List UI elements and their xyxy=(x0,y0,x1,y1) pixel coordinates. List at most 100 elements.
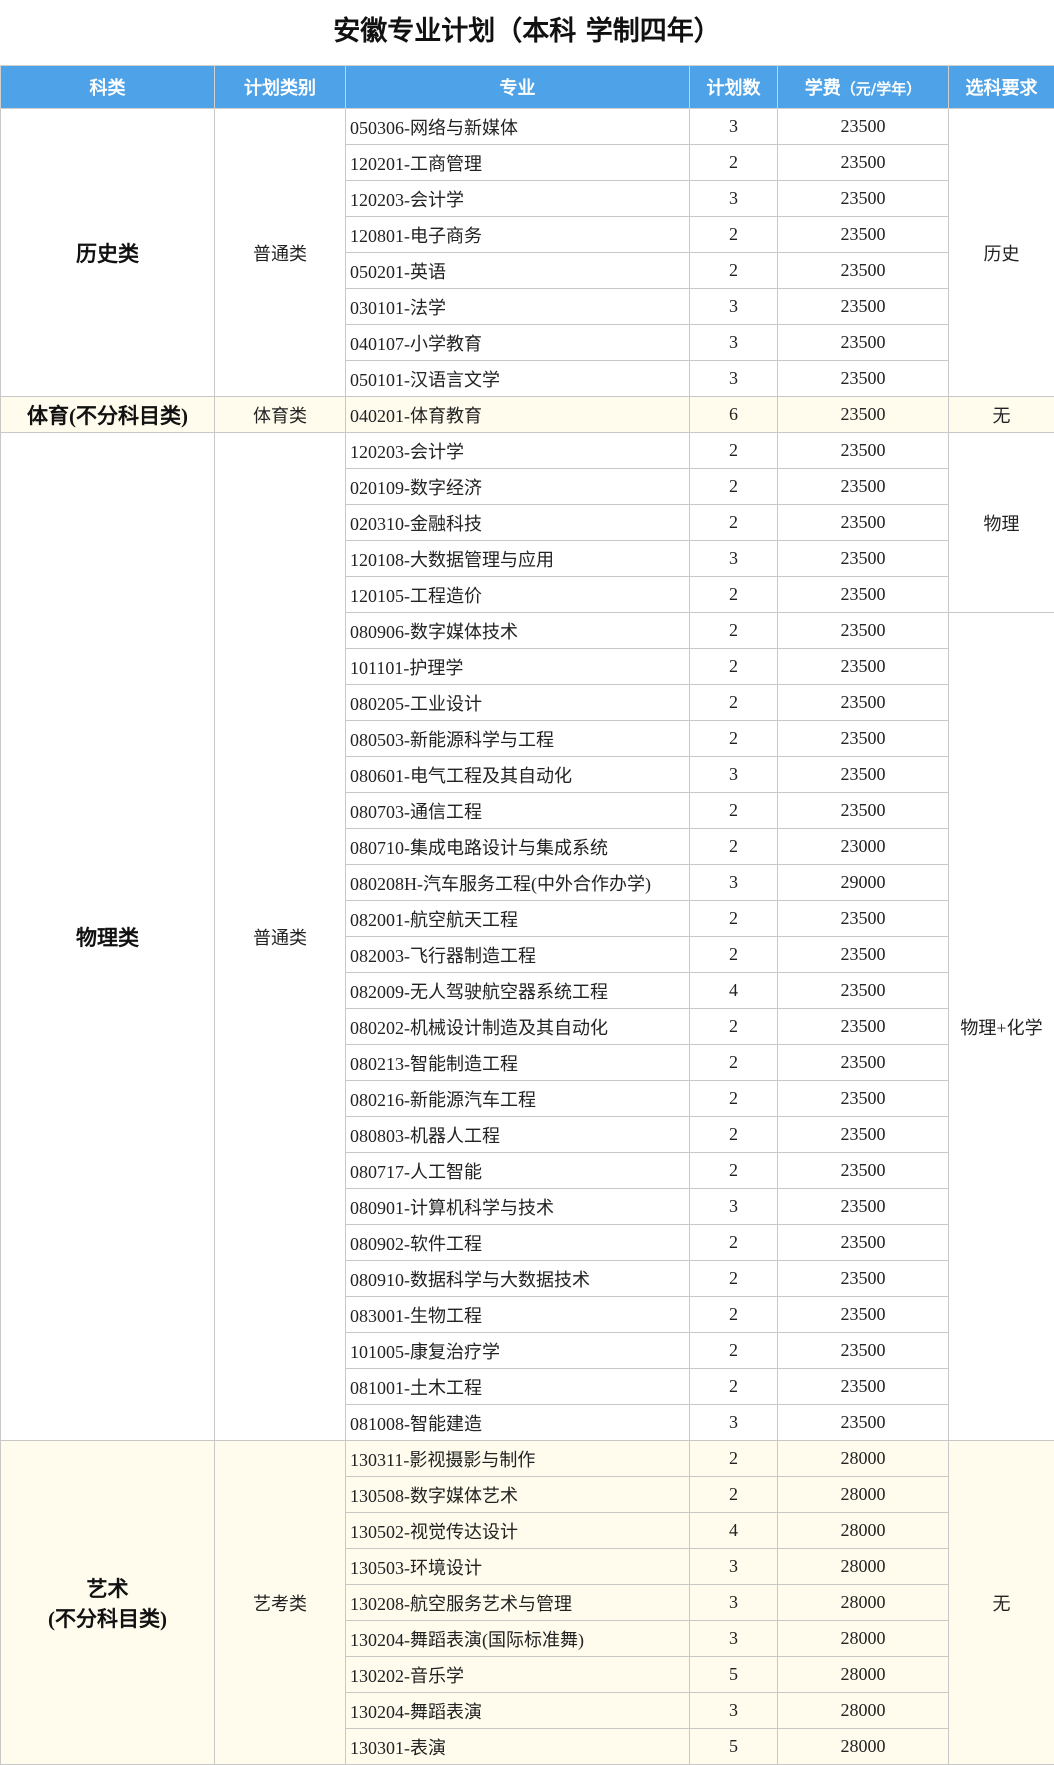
tuition-cell: 28000 xyxy=(777,1620,949,1657)
major-cell: 101101-护理学 xyxy=(345,648,690,685)
tuition-cell: 23000 xyxy=(777,828,949,865)
tuition-cell: 23500 xyxy=(777,1260,949,1297)
tuition-cell: 23500 xyxy=(777,288,949,325)
table-row: 080717-人工智能 2 23500 xyxy=(1,1152,1054,1189)
header-requirement: 选科要求 xyxy=(948,65,1054,109)
plan-count-cell: 4 xyxy=(689,972,778,1009)
major-cell: 080208H-汽车服务工程(中外合作办学) xyxy=(345,864,690,901)
tuition-cell: 23500 xyxy=(777,324,949,361)
plan-count-cell: 2 xyxy=(689,1224,778,1261)
plan-count-cell: 2 xyxy=(689,1332,778,1369)
tuition-cell: 28000 xyxy=(777,1656,949,1693)
table-row: 080208H-汽车服务工程(中外合作办学) 3 29000 xyxy=(1,864,1054,901)
major-cell: 080205-工业设计 xyxy=(345,684,690,721)
tuition-cell: 23500 xyxy=(777,504,949,541)
table-row: 081008-智能建造 3 23500 xyxy=(1,1404,1054,1441)
tuition-cell: 23500 xyxy=(777,1044,949,1081)
table-row: 物理类 普通类 120203-会计学 2 23500 物理 xyxy=(0,432,1054,1441)
major-cell: 082003-飞行器制造工程 xyxy=(345,936,690,973)
table-row: 130208-航空服务艺术与管理 3 28000 xyxy=(1,1584,1054,1621)
table-row: 080906-数字媒体技术 2 23500 物理+化学 xyxy=(1,612,1054,1441)
tuition-cell: 23500 xyxy=(777,1152,949,1189)
tuition-cell: 23500 xyxy=(777,576,949,613)
major-cell: 081008-智能建造 xyxy=(345,1404,690,1441)
plan-count-cell: 2 xyxy=(689,1260,778,1297)
plan-count-cell: 2 xyxy=(689,1080,778,1117)
table-row: 082003-飞行器制造工程 2 23500 xyxy=(1,936,1054,973)
major-cell: 020109-数字经济 xyxy=(345,468,690,505)
header-major: 专业 xyxy=(345,65,690,109)
requirement-cell: 无 xyxy=(948,396,1054,433)
plan-count-cell: 3 xyxy=(689,864,778,901)
plan-count-cell: 3 xyxy=(689,324,778,361)
table-row: 080213-智能制造工程 2 23500 xyxy=(1,1044,1054,1081)
tuition-cell: 23500 xyxy=(777,144,949,181)
table-row: 体育(不分科目类) 体育类 040201-体育教育 6 23500 无 xyxy=(0,396,1054,433)
tuition-cell: 28000 xyxy=(777,1584,949,1621)
table-row: 080803-机器人工程 2 23500 xyxy=(1,1116,1054,1153)
tuition-cell: 23500 xyxy=(777,756,949,793)
tuition-cell: 23500 xyxy=(777,1296,949,1333)
tuition-cell: 23500 xyxy=(777,108,949,145)
major-cell: 130208-航空服务艺术与管理 xyxy=(345,1584,690,1621)
major-cell: 101005-康复治疗学 xyxy=(345,1332,690,1369)
major-cell: 040107-小学教育 xyxy=(345,324,690,361)
tuition-cell: 28000 xyxy=(777,1728,949,1765)
tuition-cell: 23500 xyxy=(777,1224,949,1261)
tuition-cell: 23500 xyxy=(777,900,949,937)
major-cell: 120105-工程造价 xyxy=(345,576,690,613)
table-row: 130204-舞蹈表演 3 28000 xyxy=(1,1692,1054,1729)
tuition-cell: 23500 xyxy=(777,936,949,973)
table-row: 101005-康复治疗学 2 23500 xyxy=(1,1332,1054,1369)
table-row: 050201-英语 2 23500 xyxy=(1,252,1054,289)
table-row: 130502-视觉传达设计 4 28000 xyxy=(1,1512,1054,1549)
major-cell: 130202-音乐学 xyxy=(345,1656,690,1693)
tuition-cell: 23500 xyxy=(777,648,949,685)
tuition-cell: 23500 xyxy=(777,1008,949,1045)
major-cell: 020310-金融科技 xyxy=(345,504,690,541)
subject-cell: 艺术 (不分科目类) xyxy=(0,1440,215,1765)
tuition-cell: 23500 xyxy=(777,252,949,289)
table-row: 080601-电气工程及其自动化 3 23500 xyxy=(1,756,1054,793)
table-row: 艺术 (不分科目类) 艺考类 130311-影视摄影与制作 2 28000 无 xyxy=(0,1440,1054,1765)
major-cell: 130503-环境设计 xyxy=(345,1548,690,1585)
table-row: 080503-新能源科学与工程 2 23500 xyxy=(1,720,1054,757)
major-cell: 080906-数字媒体技术 xyxy=(345,612,690,649)
major-cell: 081001-土木工程 xyxy=(345,1368,690,1405)
major-cell: 080213-智能制造工程 xyxy=(345,1044,690,1081)
plan-type-cell: 艺考类 xyxy=(214,1440,346,1765)
plan-count-cell: 2 xyxy=(689,792,778,829)
major-cell: 130508-数字媒体艺术 xyxy=(345,1476,690,1513)
tuition-cell: 23500 xyxy=(777,1080,949,1117)
table-row: 130202-音乐学 5 28000 xyxy=(1,1656,1054,1693)
major-cell: 080601-电气工程及其自动化 xyxy=(345,756,690,793)
tuition-cell: 28000 xyxy=(777,1692,949,1729)
tuition-cell: 23500 xyxy=(777,180,949,217)
table-row: 082001-航空航天工程 2 23500 xyxy=(1,900,1054,937)
plan-count-cell: 6 xyxy=(689,396,778,433)
plan-count-cell: 3 xyxy=(689,1188,778,1225)
tuition-cell: 23500 xyxy=(777,1368,949,1405)
plan-count-cell: 3 xyxy=(689,180,778,217)
plan-count-cell: 5 xyxy=(689,1656,778,1693)
plan-count-cell: 2 xyxy=(689,720,778,757)
requirement-cell: 历史 xyxy=(948,108,1054,397)
major-cell: 120801-电子商务 xyxy=(345,216,690,253)
plan-count-cell: 2 xyxy=(689,252,778,289)
plan-type-cell: 普通类 xyxy=(214,432,346,1441)
tuition-cell: 28000 xyxy=(777,1548,949,1585)
subject-cell: 体育(不分科目类) xyxy=(0,396,215,433)
table-row: 082009-无人驾驶航空器系统工程 4 23500 xyxy=(1,972,1054,1009)
major-cell: 030101-法学 xyxy=(345,288,690,325)
major-cell: 130502-视觉传达设计 xyxy=(345,1512,690,1549)
table-row: 080901-计算机科学与技术 3 23500 xyxy=(1,1188,1054,1225)
major-cell: 080710-集成电路设计与集成系统 xyxy=(345,828,690,865)
plan-count-cell: 2 xyxy=(689,1476,778,1513)
plan-count-cell: 3 xyxy=(689,1404,778,1441)
major-cell: 050101-汉语言文学 xyxy=(345,360,690,397)
plan-count-cell: 2 xyxy=(689,468,778,505)
plan-count-cell: 3 xyxy=(689,1548,778,1585)
subject-cell: 历史类 xyxy=(0,108,215,397)
plan-count-cell: 3 xyxy=(689,1584,778,1621)
major-cell: 080901-计算机科学与技术 xyxy=(345,1188,690,1225)
